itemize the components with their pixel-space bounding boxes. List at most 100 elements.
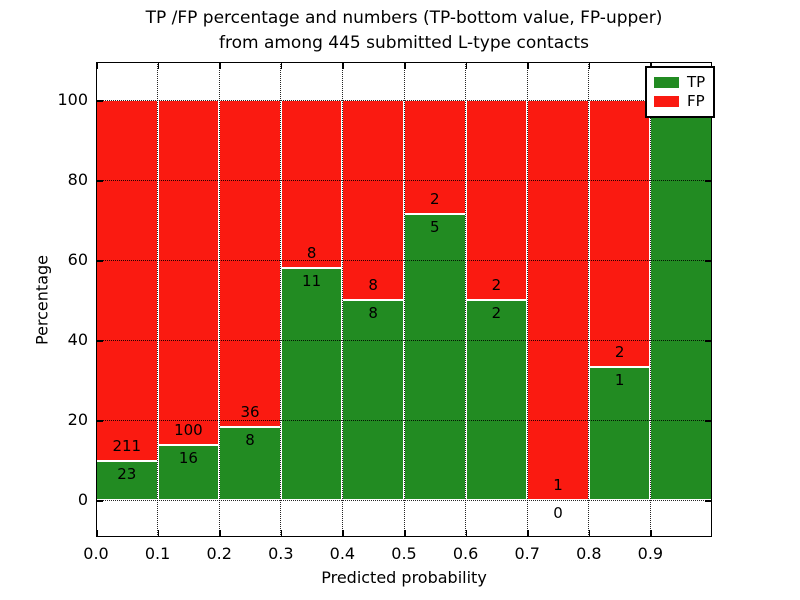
gridline-vertical-4 bbox=[341, 62, 343, 537]
x-tick-top-1 bbox=[157, 62, 160, 69]
x-tick-bottom-5 bbox=[404, 530, 406, 537]
x-tick-top-8 bbox=[588, 62, 591, 69]
x-tick-top-6 bbox=[465, 62, 468, 69]
tp-count-label-7: 0 bbox=[553, 504, 563, 522]
bar-segment-tp-0 bbox=[96, 460, 158, 500]
gridline-horizontal-20 bbox=[96, 419, 712, 421]
fp-count-label-7: 1 bbox=[553, 476, 563, 494]
plot-area: 211231001636881188252210211 bbox=[96, 62, 712, 537]
x-tick-bottom-7 bbox=[527, 530, 529, 537]
gridline-horizontal-60 bbox=[96, 259, 712, 261]
tp-count-label-6: 2 bbox=[491, 304, 502, 322]
legend-row-fp: FP bbox=[654, 92, 705, 111]
x-tick-top-5 bbox=[404, 62, 406, 69]
y-tick-label-100: 100 bbox=[57, 90, 88, 109]
x-axis-label: Predicted probability bbox=[321, 568, 487, 587]
bar-segment-tp-4 bbox=[342, 300, 404, 500]
chart-title: TP /FP percentage and numbers (TP-bottom… bbox=[8, 6, 800, 56]
bar-segment-fp-0 bbox=[96, 100, 158, 461]
x-tick-top-2 bbox=[219, 62, 221, 69]
y-tick-label-0: 0 bbox=[77, 490, 88, 509]
legend-swatch-tp bbox=[654, 77, 679, 88]
bar-segment-tp-8 bbox=[588, 366, 651, 500]
gridline-vertical-3 bbox=[280, 62, 282, 537]
chart-title-line2: from among 445 submitted L-type contacts bbox=[218, 33, 589, 53]
x-tick-bottom-9 bbox=[650, 530, 652, 537]
fp-count-label-5: 2 bbox=[430, 190, 440, 209]
legend-label-fp: FP bbox=[687, 92, 705, 110]
gridline-vertical-7 bbox=[526, 62, 528, 537]
fp-count-label-2: 36 bbox=[240, 403, 260, 422]
legend-swatch-fp bbox=[654, 96, 679, 107]
gridline-vertical-6 bbox=[465, 62, 467, 537]
x-tick-label-0.0: 0.0 bbox=[83, 544, 109, 563]
bar-segment-fp-2 bbox=[219, 100, 281, 428]
legend-row-tp: TP bbox=[654, 73, 705, 92]
x-tick-bottom-8 bbox=[588, 530, 591, 537]
bar-segment-fp-8 bbox=[588, 100, 651, 367]
y-tick-right-60 bbox=[705, 260, 712, 262]
x-tick-bottom-1 bbox=[157, 530, 160, 537]
fp-count-label-4: 8 bbox=[368, 276, 378, 294]
y-tick-label-20: 20 bbox=[67, 410, 88, 429]
y-tick-label-80: 80 bbox=[67, 170, 88, 189]
tp-count-label-2: 8 bbox=[245, 431, 255, 450]
tp-count-label-4: 8 bbox=[368, 304, 378, 322]
x-tick-label-0.5: 0.5 bbox=[391, 544, 417, 563]
gridline-horizontal-0 bbox=[96, 499, 712, 501]
y-tick-label-60: 60 bbox=[67, 250, 88, 269]
bar-segment-fp-3 bbox=[280, 100, 343, 269]
x-tick-top-3 bbox=[280, 62, 283, 69]
bar-segment-fp-1 bbox=[157, 100, 220, 445]
axes-frame bbox=[96, 62, 712, 537]
gridline-vertical-5 bbox=[403, 62, 405, 537]
y-tick-right-0 bbox=[705, 500, 712, 502]
x-tick-bottom-6 bbox=[465, 530, 468, 537]
x-tick-bottom-4 bbox=[342, 530, 344, 537]
y-tick-right-40 bbox=[705, 340, 712, 342]
fp-count-label-0: 211 bbox=[112, 436, 142, 455]
x-tick-label-0.1: 0.1 bbox=[144, 544, 171, 563]
y-tick-left-80 bbox=[96, 180, 103, 182]
bar-segment-fp-7 bbox=[527, 100, 589, 500]
gridline-vertical-8 bbox=[588, 62, 590, 537]
tp-count-label-8: 1 bbox=[614, 370, 625, 389]
x-tick-label-0.2: 0.2 bbox=[206, 544, 232, 563]
gridline-vertical-9 bbox=[649, 62, 651, 537]
legend-label-tp: TP bbox=[687, 73, 706, 91]
chart-title-line1: TP /FP percentage and numbers (TP-bottom… bbox=[145, 8, 663, 28]
y-tick-left-60 bbox=[96, 260, 103, 262]
y-tick-right-20 bbox=[705, 420, 712, 422]
fp-count-label-3: 8 bbox=[306, 244, 317, 263]
fp-count-label-6: 2 bbox=[491, 276, 502, 294]
x-tick-label-0.3: 0.3 bbox=[268, 544, 294, 563]
y-tick-left-0 bbox=[96, 500, 103, 502]
x-tick-top-7 bbox=[527, 62, 529, 69]
x-tick-label-0.7: 0.7 bbox=[514, 544, 540, 563]
gridline-horizontal-40 bbox=[96, 339, 712, 341]
x-tick-bottom-3 bbox=[280, 530, 283, 537]
tp-count-label-5: 5 bbox=[430, 218, 440, 237]
tp-count-label-3: 11 bbox=[302, 272, 322, 291]
tp-count-label-1: 16 bbox=[178, 448, 198, 467]
gridline-horizontal-80 bbox=[96, 179, 712, 181]
x-tick-label-0.9: 0.9 bbox=[637, 544, 664, 563]
gridline-vertical-1 bbox=[157, 62, 159, 537]
bar-segment-tp-1 bbox=[157, 444, 220, 500]
legend: TP FP bbox=[645, 66, 716, 118]
fp-count-label-8: 2 bbox=[614, 342, 625, 361]
x-tick-label-0.4: 0.4 bbox=[329, 544, 356, 563]
fp-count-label-1: 100 bbox=[174, 420, 203, 439]
y-tick-right-80 bbox=[705, 180, 712, 182]
y-tick-left-20 bbox=[96, 420, 103, 422]
x-tick-label-0.8: 0.8 bbox=[576, 544, 602, 563]
y-tick-left-40 bbox=[96, 340, 103, 342]
x-tick-label-0.6: 0.6 bbox=[452, 544, 479, 563]
x-tick-top-9 bbox=[650, 62, 652, 69]
y-tick-left-100 bbox=[96, 100, 103, 102]
gridline-horizontal-100 bbox=[96, 99, 712, 101]
gridline-vertical-2 bbox=[218, 62, 220, 537]
x-tick-top-4 bbox=[342, 62, 344, 69]
bar-segment-tp-2 bbox=[219, 427, 281, 500]
